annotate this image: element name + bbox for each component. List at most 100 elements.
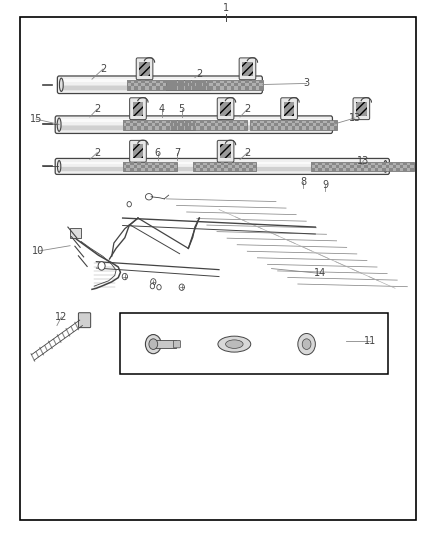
Bar [145, 162, 148, 165]
Bar [329, 165, 332, 168]
Bar [203, 165, 207, 168]
Bar [252, 86, 256, 90]
Bar [166, 80, 263, 90]
Bar [334, 119, 337, 123]
Bar [123, 168, 126, 171]
Bar [134, 86, 138, 90]
Bar [148, 165, 152, 168]
Bar [130, 119, 134, 123]
Bar [196, 165, 200, 168]
Bar [193, 126, 196, 130]
Bar [127, 80, 210, 90]
Bar [207, 86, 210, 90]
Bar [240, 123, 244, 126]
Circle shape [151, 279, 156, 285]
Bar [173, 126, 177, 130]
Bar [222, 119, 226, 123]
Bar [206, 83, 209, 86]
FancyBboxPatch shape [136, 58, 153, 80]
Bar [299, 119, 302, 123]
Bar [207, 162, 210, 165]
Bar [152, 83, 156, 86]
Text: 6: 6 [155, 148, 161, 158]
Bar [155, 123, 159, 126]
Bar [200, 162, 203, 165]
Bar [184, 123, 187, 126]
Bar [200, 119, 204, 123]
Bar [180, 119, 184, 123]
Bar [174, 162, 177, 165]
Bar [264, 126, 267, 130]
Bar [185, 119, 189, 123]
Bar [215, 126, 218, 130]
Bar [403, 168, 407, 171]
Bar [123, 119, 126, 123]
Bar [152, 168, 155, 171]
Bar [223, 80, 227, 83]
FancyBboxPatch shape [173, 341, 180, 348]
Bar [353, 162, 357, 165]
Bar [126, 123, 130, 126]
Bar [207, 168, 210, 171]
Bar [149, 80, 152, 83]
Text: 11: 11 [364, 336, 376, 346]
Bar [144, 126, 148, 130]
Bar [59, 119, 328, 122]
FancyBboxPatch shape [353, 98, 370, 119]
Bar [216, 86, 220, 90]
Bar [320, 119, 323, 123]
Bar [137, 126, 141, 130]
Text: 3: 3 [304, 78, 310, 88]
Text: 2: 2 [94, 148, 100, 158]
Bar [152, 162, 155, 165]
Bar [149, 86, 152, 90]
Bar [163, 80, 167, 83]
Bar [207, 80, 210, 83]
Text: 1: 1 [223, 3, 229, 13]
Bar [59, 161, 385, 164]
Bar [332, 162, 336, 165]
Bar [163, 86, 167, 90]
Bar [264, 119, 267, 123]
Circle shape [298, 334, 315, 355]
FancyBboxPatch shape [59, 167, 386, 171]
Bar [396, 162, 400, 165]
Bar [139, 62, 150, 76]
Bar [410, 168, 414, 171]
FancyBboxPatch shape [57, 76, 262, 94]
Bar [159, 162, 163, 165]
Bar [267, 123, 271, 126]
Bar [375, 168, 378, 171]
Bar [215, 119, 218, 123]
Bar [306, 126, 309, 130]
Bar [311, 168, 314, 171]
Bar [292, 119, 295, 123]
Bar [123, 119, 195, 130]
Bar [228, 162, 232, 165]
Bar [193, 168, 196, 171]
Bar [330, 123, 334, 126]
Bar [325, 162, 329, 165]
Bar [259, 86, 263, 90]
Bar [191, 83, 195, 86]
Bar [185, 126, 189, 130]
Bar [403, 162, 407, 165]
Bar [123, 126, 126, 130]
Bar [180, 126, 184, 130]
Bar [253, 165, 256, 168]
Bar [61, 79, 258, 82]
FancyBboxPatch shape [78, 313, 91, 328]
Bar [238, 80, 241, 83]
Bar [327, 126, 330, 130]
Bar [229, 119, 233, 123]
Bar [278, 126, 281, 130]
Bar [191, 123, 195, 126]
Bar [184, 83, 188, 86]
Bar [278, 119, 281, 123]
Bar [170, 86, 174, 90]
Bar [396, 168, 400, 171]
Bar [213, 83, 216, 86]
Bar [156, 86, 159, 90]
Bar [192, 86, 196, 90]
Bar [244, 126, 247, 130]
